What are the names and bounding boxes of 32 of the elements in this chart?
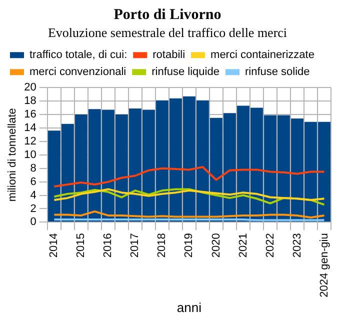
x-tick-label: 2015 [75, 233, 88, 258]
y-tick-label: 6 [30, 176, 36, 188]
x-axis-title: anni [176, 300, 202, 315]
y-tick-label: 18 [24, 95, 36, 108]
y-tick-label: 14 [24, 122, 36, 134]
x-tick-label: 2018 [156, 233, 168, 258]
y-tick-label: 0 [30, 216, 36, 228]
x-tick-label: 2023 [291, 233, 304, 258]
legend-label: merci convenzionali [30, 66, 126, 78]
legend-label: rotabili [152, 49, 186, 62]
y-tick-label: 12 [24, 135, 36, 148]
legend-label: merci containerizzate [210, 49, 314, 62]
x-tick-label: 2021 [237, 233, 250, 258]
x-tick-label: 2024 gen-giu [318, 233, 330, 298]
x-tick-label: 2019 [183, 233, 196, 258]
y-tick-label: 2 [30, 202, 36, 215]
legend-label: rinfuse solide [244, 66, 310, 78]
x-tick-label: 2020 [210, 233, 222, 258]
y-tick-label: 8 [30, 162, 36, 174]
x-tick-label: 2014 [48, 233, 60, 258]
y-axis-title: milioni di tonnellate [6, 108, 19, 202]
y-tick-label: 4 [30, 189, 36, 202]
x-tick-label: 2017 [129, 233, 142, 258]
chart-subtitle: Evoluzione semestrale del traffico delle merci [48, 25, 288, 40]
y-tick-label: 20 [24, 82, 36, 94]
legend-label: traffico totale, di cui: [30, 49, 128, 62]
x-tick-label: 2022 [264, 233, 276, 258]
legend-label: rinfuse liquide [152, 66, 220, 78]
y-tick-label: 16 [24, 108, 36, 121]
y-tick-label: 10 [24, 148, 36, 161]
chart-title: Porto di Livorno [114, 6, 222, 23]
x-tick-label: 2016 [102, 233, 114, 258]
